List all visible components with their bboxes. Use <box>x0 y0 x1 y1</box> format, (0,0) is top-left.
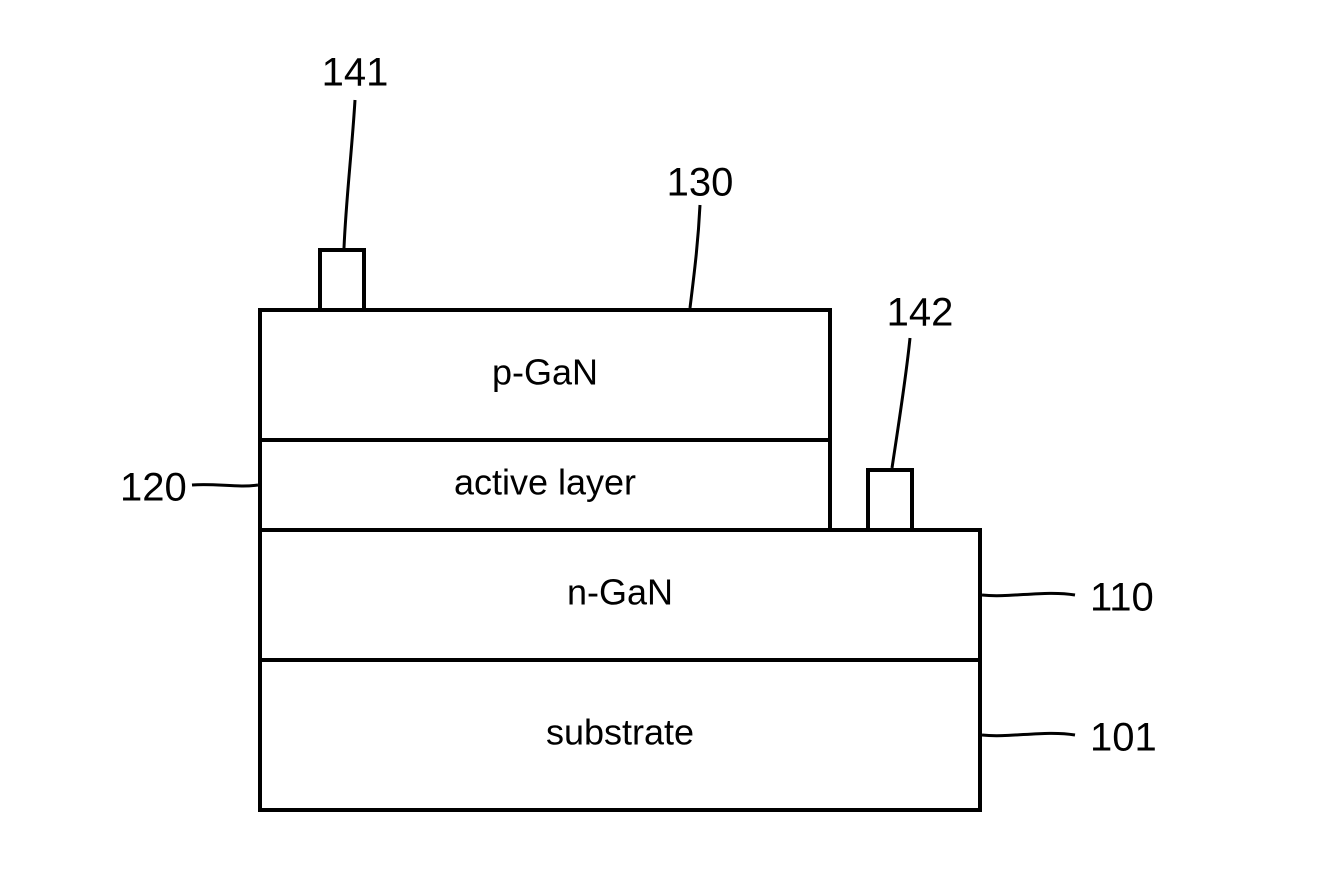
label-142: 142 <box>887 291 954 335</box>
diagram-svg: substrate n-GaN active layer p-GaN 141 1… <box>0 0 1332 869</box>
label-110: 110 <box>1090 576 1154 620</box>
electrode-left <box>320 250 364 310</box>
layer-p-gan-text: p-GaN <box>492 352 598 393</box>
electrode-right <box>868 470 912 530</box>
callout-142 <box>892 338 910 468</box>
layer-active-text: active layer <box>454 462 636 503</box>
layer-n-gan-text: n-GaN <box>567 572 673 613</box>
label-120: 120 <box>120 466 187 510</box>
label-130: 130 <box>667 161 734 205</box>
layer-substrate-text: substrate <box>546 712 694 753</box>
callout-130 <box>690 205 700 308</box>
label-141: 141 <box>322 51 389 95</box>
label-101: 101 <box>1090 716 1157 760</box>
callout-101 <box>982 733 1075 735</box>
callout-110 <box>982 593 1075 595</box>
callout-141 <box>344 100 355 248</box>
callout-120 <box>192 485 258 486</box>
